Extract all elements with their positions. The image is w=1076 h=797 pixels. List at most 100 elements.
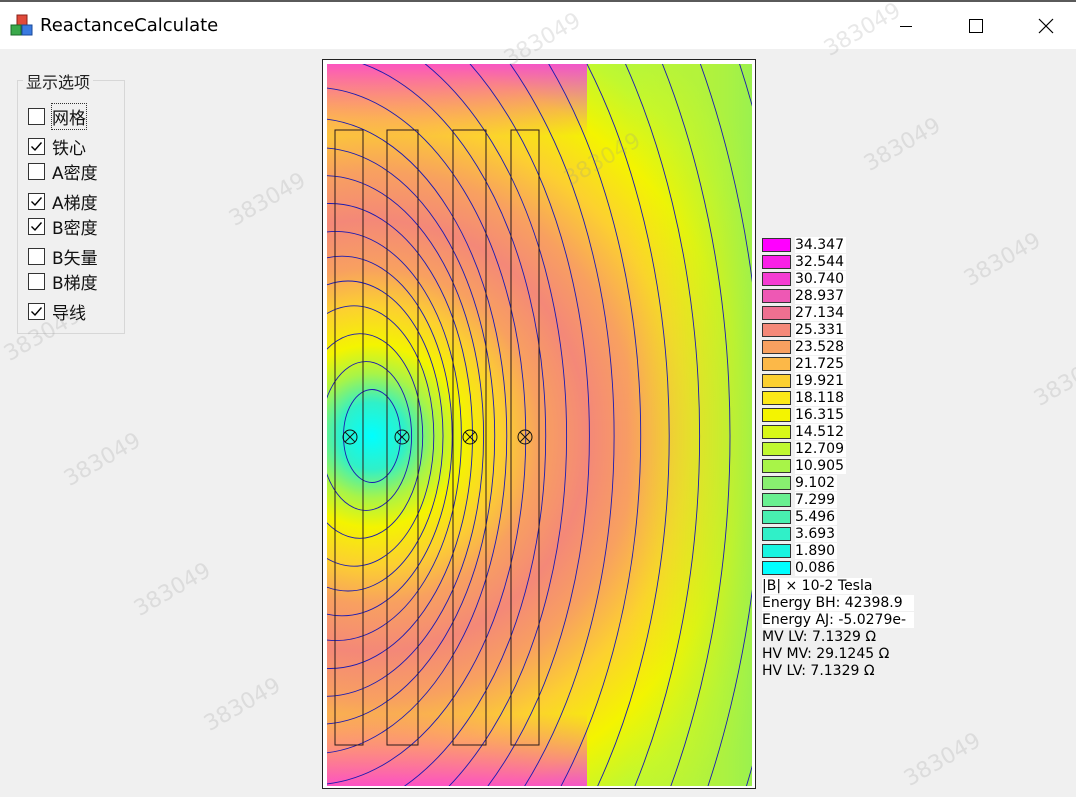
checkbox-box[interactable] xyxy=(28,138,45,155)
legend-value: 25.331 xyxy=(795,322,846,338)
watermark: 383049 xyxy=(900,728,986,792)
checkbox-label: B密度 xyxy=(52,219,98,239)
legend-value: 30.740 xyxy=(795,271,846,287)
checkbox-grid[interactable]: 网格 xyxy=(28,103,87,130)
flux-contour xyxy=(548,64,642,786)
legend-value: 14.512 xyxy=(795,424,846,440)
legend-swatch xyxy=(762,272,791,286)
checkbox-core[interactable]: 铁心 xyxy=(28,134,86,159)
legend-swatch xyxy=(762,493,791,507)
flux-contour xyxy=(424,64,567,786)
checkbox-box[interactable] xyxy=(28,163,45,180)
legend-swatch xyxy=(762,459,791,473)
flux-contour xyxy=(469,64,590,786)
flux-contour xyxy=(509,64,615,786)
flux-contour xyxy=(327,231,462,641)
checkbox-label: A密度 xyxy=(52,164,98,184)
legend-value: 16.315 xyxy=(795,407,846,423)
legend-swatch xyxy=(762,289,791,303)
checkmark-icon xyxy=(31,197,43,207)
flux-contour xyxy=(327,361,413,511)
maximize-icon xyxy=(969,18,983,33)
legend-value: 18.118 xyxy=(795,390,846,406)
legend-value: 21.725 xyxy=(795,356,846,372)
legend-value: 7.299 xyxy=(795,492,838,508)
window-top-border xyxy=(0,0,1076,2)
flux-contour xyxy=(624,64,700,786)
reactance-hv-mv: HV MV: 29.1245 Ω xyxy=(762,646,890,662)
checkbox-box[interactable] xyxy=(28,273,45,290)
legend-value: 9.102 xyxy=(795,475,838,491)
app-cubes-icon xyxy=(10,14,33,36)
legend-value: 5.496 xyxy=(795,509,838,525)
flux-contour xyxy=(661,64,731,786)
legend-swatch xyxy=(762,306,791,320)
legend-unit: |B| × 10-2 Tesla xyxy=(762,578,873,594)
legend-swatch xyxy=(762,476,791,490)
checkbox-label: 铁心 xyxy=(52,139,86,159)
energy-bh: Energy BH: 42398.9 xyxy=(762,595,914,611)
checkbox-label: 导线 xyxy=(52,304,86,324)
flux-contour xyxy=(327,280,444,592)
winding-rect-4 xyxy=(510,129,540,746)
legend-swatch xyxy=(762,527,791,541)
watermark: 383049 xyxy=(1030,348,1076,412)
checkbox-box[interactable] xyxy=(28,108,45,125)
legend-value: 0.086 xyxy=(795,560,838,576)
legend-value: 28.937 xyxy=(795,288,846,304)
legend-swatch xyxy=(762,408,791,422)
legend-swatch xyxy=(762,323,791,337)
flux-contour xyxy=(586,64,670,786)
reactance-hv-lv: HV LV: 7.1329 Ω xyxy=(762,663,875,679)
checkbox-label: A梯度 xyxy=(52,194,98,214)
energy-aj: Energy AJ: -5.0279e- xyxy=(762,612,914,628)
close-icon xyxy=(1038,18,1054,33)
legend-value: 34.347 xyxy=(795,237,846,253)
legend-swatch xyxy=(762,374,791,388)
checkbox-a-gradient[interactable]: A梯度 xyxy=(28,189,98,214)
minimize-button[interactable] xyxy=(876,2,936,49)
checkbox-box[interactable] xyxy=(28,248,45,265)
checkbox-b-gradient[interactable]: B梯度 xyxy=(28,269,98,294)
watermark: 383049 xyxy=(200,673,286,737)
legend-swatch xyxy=(762,391,791,405)
checkbox-b-density[interactable]: B密度 xyxy=(28,214,98,239)
legend-value: 32.544 xyxy=(795,254,846,270)
checkbox-label: B矢量 xyxy=(52,249,98,269)
winding-rect-2 xyxy=(386,129,419,746)
checkbox-conductor[interactable]: 导线 xyxy=(28,299,86,324)
legend-swatch xyxy=(762,357,791,371)
watermark: 383049 xyxy=(130,558,216,622)
flux-contour xyxy=(327,147,496,725)
checkbox-a-density[interactable]: A密度 xyxy=(28,159,98,184)
flux-contour xyxy=(327,305,435,567)
title-bar[interactable]: ReactanceCalculate xyxy=(0,2,1076,49)
reactance-mv-lv: MV LV: 7.1329 Ω xyxy=(762,629,877,645)
legend-swatch xyxy=(762,425,791,439)
legend-swatch xyxy=(762,340,791,354)
legend-swatch xyxy=(762,561,791,575)
flux-contour xyxy=(327,118,508,754)
checkbox-box[interactable] xyxy=(28,218,45,235)
close-button[interactable] xyxy=(1016,2,1076,49)
checkbox-box[interactable] xyxy=(28,303,45,320)
watermark: 383049 xyxy=(860,113,946,177)
display-options-title: 显示选项 xyxy=(23,69,94,93)
legend-swatch xyxy=(762,442,791,456)
legend-swatch xyxy=(762,255,791,269)
watermark: 383049 xyxy=(960,228,1046,292)
maximize-button[interactable] xyxy=(946,2,1006,49)
legend-value: 12.709 xyxy=(795,441,846,457)
legend-value: 1.890 xyxy=(795,543,838,559)
checkbox-label: 网格 xyxy=(51,103,87,130)
conductor-marker-3 xyxy=(462,429,478,445)
legend-value: 23.528 xyxy=(795,339,846,355)
checkbox-box[interactable] xyxy=(28,193,45,210)
legend-value: 10.905 xyxy=(795,458,846,474)
legend-swatch xyxy=(762,544,791,558)
checkbox-b-vector[interactable]: B矢量 xyxy=(28,244,98,269)
legend-swatch xyxy=(762,238,791,252)
minimize-icon xyxy=(900,25,912,27)
winding-rect-1 xyxy=(334,129,364,746)
checkmark-icon xyxy=(31,307,43,317)
